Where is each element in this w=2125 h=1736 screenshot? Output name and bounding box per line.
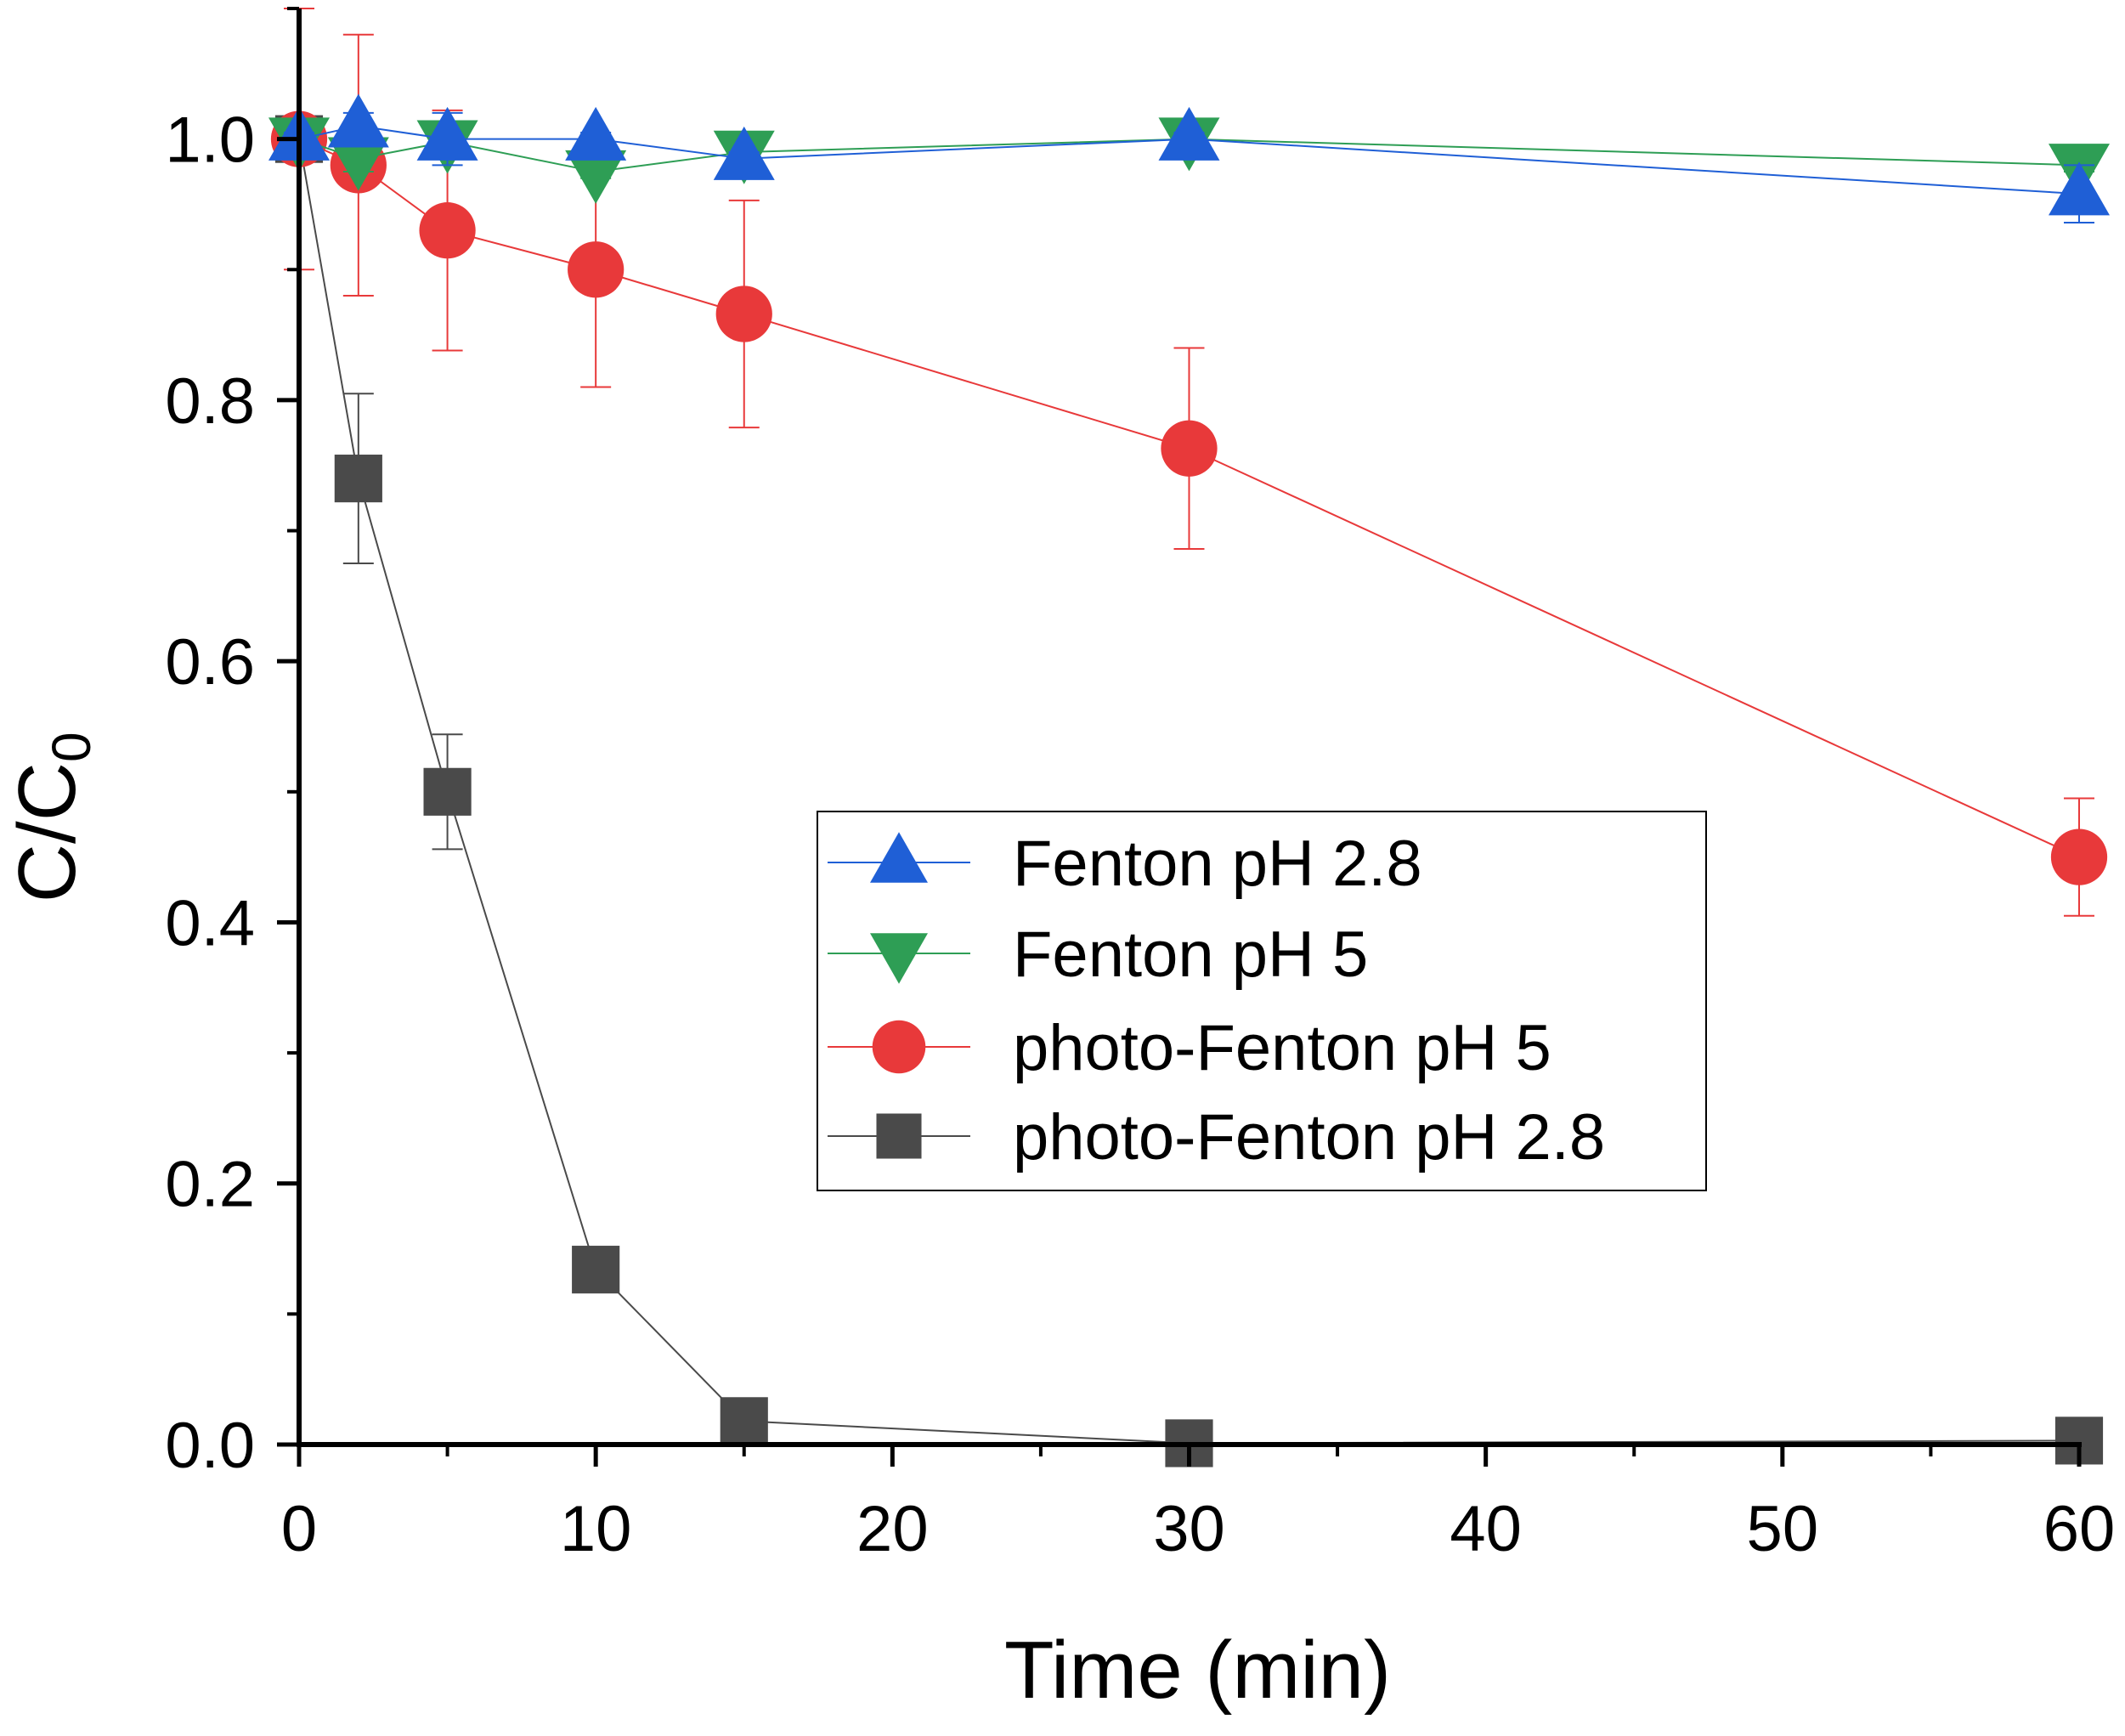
data-point xyxy=(1158,106,1220,161)
x-axis-title: Time (min) xyxy=(1004,1625,1391,1716)
legend-label: photo-Fenton pH 2.8 xyxy=(1013,1101,1605,1173)
data-point xyxy=(423,767,472,816)
axes: 0 10 20 30 40 50 60 0.0 0.2 0.4 0.6 0.8 1.0 xyxy=(165,7,2116,1565)
data-point xyxy=(568,241,625,298)
data-point xyxy=(334,455,382,503)
legend-entry: photo-Fenton pH 5 xyxy=(828,1012,1551,1084)
series-fenton-ph-2-8 xyxy=(268,93,2110,223)
legend-marker xyxy=(870,832,928,883)
legend-marker xyxy=(876,1113,922,1159)
data-point xyxy=(2049,161,2110,216)
data-point xyxy=(1161,420,1218,477)
legend-marker xyxy=(870,933,928,984)
y-axis-title: C/C0 xyxy=(2,732,102,902)
series-line xyxy=(298,139,2080,1445)
legend-label: photo-Fenton pH 5 xyxy=(1013,1012,1551,1084)
y-tick-label: 0.4 xyxy=(165,887,255,959)
y-tick-label: 0.2 xyxy=(165,1149,255,1221)
y-tick-label: 1.0 xyxy=(165,105,255,177)
data-point xyxy=(327,137,389,191)
data-point xyxy=(419,202,476,259)
data-point xyxy=(713,126,775,180)
data-point xyxy=(565,106,627,161)
y-axis-title-main: C/C xyxy=(2,762,93,902)
legend-label: Fenton pH 2.8 xyxy=(1013,828,1422,900)
data-point xyxy=(327,93,389,148)
legend-box xyxy=(817,811,1707,1191)
y-tick-label: 0.8 xyxy=(165,365,255,438)
x-tick-label: 50 xyxy=(1747,1493,1819,1565)
x-tick-label: 10 xyxy=(560,1493,632,1565)
legend-label: Fenton pH 5 xyxy=(1013,919,1368,991)
x-tick-label: 20 xyxy=(856,1493,929,1565)
legend-entry: photo-Fenton pH 2.8 xyxy=(828,1101,1605,1173)
data-point xyxy=(715,286,772,342)
legend-marker xyxy=(872,1020,926,1074)
x-tick-label: 40 xyxy=(1450,1493,1522,1565)
y-tick-label: 0.0 xyxy=(165,1410,255,1482)
data-point xyxy=(720,1397,768,1445)
x-tick-label: 60 xyxy=(2043,1493,2116,1565)
x-tick-label: 30 xyxy=(1153,1493,1225,1565)
y-tick-label: 0.6 xyxy=(165,626,255,698)
data-point xyxy=(565,150,627,204)
series-photo-fenton-ph-2-8 xyxy=(274,115,2104,1467)
y-axis-title-subscript: 0 xyxy=(41,732,102,762)
x-tick-label: 0 xyxy=(281,1493,317,1565)
data-point xyxy=(572,1246,620,1294)
data-point xyxy=(416,106,478,161)
legend: Fenton pH 2.8 Fenton pH 5 photo-Fenton pH … xyxy=(817,811,1707,1191)
data-point xyxy=(2050,828,2108,885)
legend-entry: Fenton pH 5 xyxy=(828,919,1368,991)
legend-entry: Fenton pH 2.8 xyxy=(828,828,1422,900)
series-group xyxy=(268,8,2110,1467)
